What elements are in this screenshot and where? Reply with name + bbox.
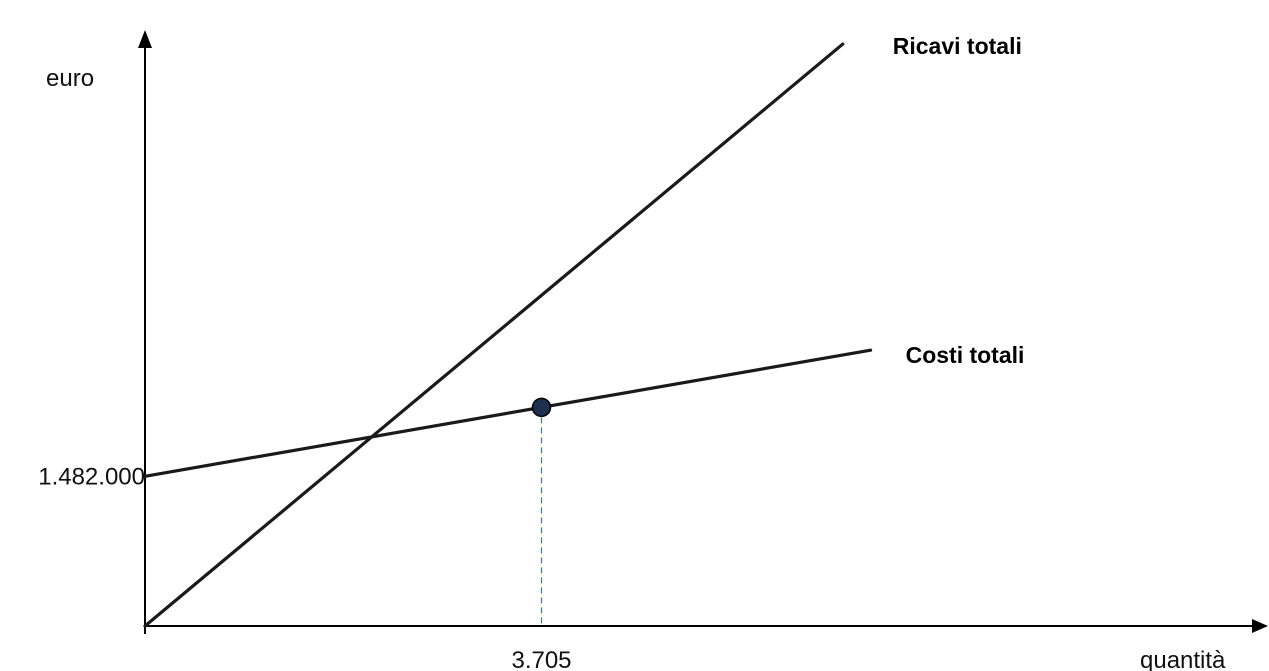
x-tick-label: 3.705 xyxy=(511,647,571,671)
x-axis-arrow-icon xyxy=(1252,619,1268,633)
y-tick-label: 1.482.000 xyxy=(38,463,145,490)
break-even-point xyxy=(531,397,552,418)
series-line-costi-totali xyxy=(143,348,873,478)
x-axis-label: quantità xyxy=(1140,647,1226,671)
y-axis-label: euro xyxy=(46,65,94,92)
y-axis-arrow-icon xyxy=(138,30,152,48)
series-label-ricavi-totali: Ricavi totali xyxy=(893,33,1022,59)
series-line-ricavi-totali xyxy=(143,42,845,628)
axes xyxy=(138,30,1268,634)
series-label-costi-totali: Costi totali xyxy=(906,342,1025,368)
